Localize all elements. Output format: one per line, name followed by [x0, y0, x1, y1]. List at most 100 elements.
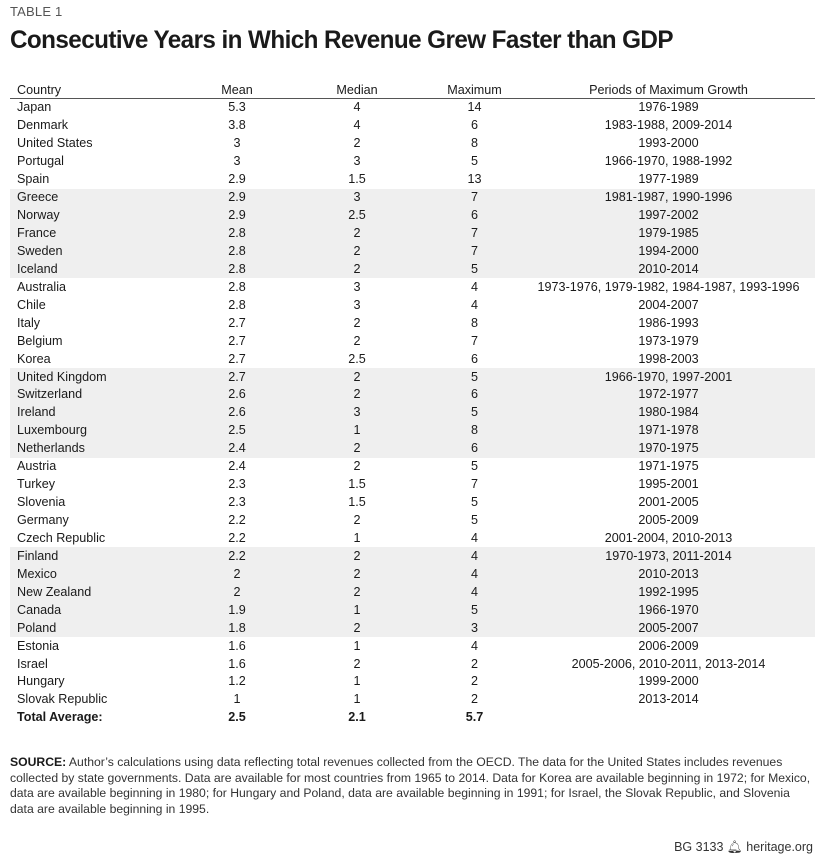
table-row: Korea 2.7 2.5 6 1998-2003 [10, 350, 815, 368]
cell-periods: 1972-1977 [522, 386, 815, 404]
cell-country: Netherlands [10, 439, 187, 458]
cell-mean: 2.9 [228, 172, 246, 187]
table-row: Japan 5.3 4 14 1976-1989 [10, 99, 815, 117]
cell-country: Denmark [17, 118, 69, 133]
cell-country: Czech Republic [17, 530, 106, 545]
cell-country: France [10, 224, 187, 243]
cell-median: 2 [353, 315, 361, 330]
column-header-maximum: Maximum [427, 81, 522, 99]
cell-country: Norway [10, 206, 187, 225]
cell-maximum: 5 [427, 368, 522, 386]
cell-median: 3 [287, 403, 427, 422]
cell-mean: 2.3 [228, 477, 246, 492]
liberty-bell-icon: 🔔︎ [726, 840, 743, 854]
cell-country: Switzerland [10, 386, 187, 404]
source-lead: SOURCE: [10, 755, 67, 769]
cell-maximum: 8 [470, 315, 478, 330]
table-row: Mexico 2 2 4 2010-2013 [10, 565, 815, 584]
table-row: Finland 2.2 2 4 1970-1973, 2011-2014 [10, 547, 815, 566]
cell-median: 4 [353, 118, 361, 133]
cell-median: 2 [287, 583, 427, 602]
cell-periods: 2005-2006, 2010-2011, 2013-2014 [571, 656, 766, 671]
cell-periods: 1970-1975 [522, 439, 815, 458]
cell-country: Portugal [17, 154, 64, 169]
cell-median: 4 [353, 100, 361, 115]
cell-periods: 1981-1987, 1990-1996 [522, 188, 815, 207]
cell-mean: 2.5 [187, 421, 287, 440]
cell-mean: 2.2 [187, 547, 287, 566]
cell-periods: 1998-2003 [638, 351, 699, 366]
cell-median: 3 [287, 188, 427, 207]
cell-country: Australia [17, 279, 66, 294]
cell-periods: 2001-2005 [638, 495, 699, 510]
cell-country: Greece [10, 188, 187, 207]
table-row: Netherlands 2.4 2 6 1970-1975 [10, 439, 815, 458]
cell-country: Iceland [10, 260, 187, 279]
cell-country: Turkey [17, 477, 56, 492]
cell-median: 2 [287, 619, 427, 638]
cell-maximum: 6 [427, 439, 522, 458]
cell-country: Hungary [17, 674, 65, 689]
site-link[interactable]: heritage.org [746, 840, 813, 854]
table-row: Iceland 2.8 2 5 2010-2014 [10, 260, 815, 279]
cell-maximum: 5 [427, 403, 522, 422]
cell-maximum: 14 [467, 100, 482, 115]
table-row: Hungary 1.2 1 2 1999-2000 [10, 673, 815, 691]
cell-median: 3 [353, 279, 361, 294]
table-row: Sweden 2.8 2 7 1994-2000 [10, 242, 815, 261]
source-note: SOURCE: Author’s calculations using data… [10, 755, 815, 817]
cell-mean: 2.9 [187, 188, 287, 207]
cell-mean: 2.8 [228, 279, 246, 294]
cell-maximum: 8 [427, 421, 522, 440]
cell-periods: 1994-2000 [522, 242, 815, 261]
cell-median: 2.5 [348, 351, 366, 366]
table-row: Poland 1.8 2 3 2005-2007 [10, 619, 815, 638]
table-row: Chile 2.8 3 4 2004-2007 [10, 296, 815, 314]
cell-periods: 1983-1988, 2009-2014 [604, 118, 733, 133]
table-row: Slovenia 2.3 1.5 5 2001-2005 [10, 494, 815, 512]
table-row: Italy 2.7 2 8 1986-1993 [10, 314, 815, 332]
cell-median: 1 [353, 530, 361, 545]
cell-maximum: 6 [427, 206, 522, 225]
cell-median: 2 [353, 333, 361, 348]
cell-maximum: 5 [427, 260, 522, 279]
cell-maximum: 2 [470, 692, 478, 707]
cell-periods: 1993-2000 [638, 136, 699, 151]
cell-mean: 1.9 [187, 601, 287, 620]
cell-periods: 1980-1984 [522, 403, 815, 422]
cell-mean: 2.6 [187, 403, 287, 422]
cell-country: United States [17, 136, 93, 151]
table-row: Czech Republic 2.2 1 4 2001-2004, 2010-2013 [10, 530, 815, 548]
cell-country: Austria [17, 459, 57, 474]
cell-mean: 2.8 [187, 224, 287, 243]
cell-periods: 2001-2004, 2010-2013 [604, 530, 733, 545]
cell-periods: 2010-2014 [522, 260, 815, 279]
cell-country: Finland [10, 547, 187, 566]
cell-periods: 1992-1995 [522, 583, 815, 602]
cell-maximum: 5 [427, 601, 522, 620]
cell-country: Luxembourg [10, 421, 187, 440]
cell-periods: 2004-2007 [638, 297, 699, 312]
cell-country: Chile [17, 297, 46, 312]
cell-country: Slovak Republic [17, 692, 108, 707]
cell-mean: 1.8 [187, 619, 287, 638]
table-row: Ireland 2.6 3 5 1980-1984 [10, 403, 815, 422]
cell-country: Germany [17, 513, 69, 528]
cell-maximum: 5 [470, 495, 478, 510]
cell-country: Mexico [10, 565, 187, 584]
cell-median: 1.5 [348, 172, 366, 187]
cell-median: 2 [287, 439, 427, 458]
cell-country: Total Average: [17, 710, 103, 725]
cell-maximum: 4 [427, 547, 522, 566]
data-table: Country Mean Median Maximum Periods of M… [10, 81, 815, 727]
cell-maximum: 5 [470, 513, 478, 528]
cell-mean: 2.8 [187, 242, 287, 261]
cell-median: 2 [353, 459, 361, 474]
cell-maximum: 4 [427, 565, 522, 584]
source-text: Author’s calculations using data reflect… [10, 755, 811, 816]
table-row: Portugal 3 3 5 1966-1970, 1988-1992 [10, 153, 815, 171]
cell-periods: 2005-2007 [522, 619, 815, 638]
cell-maximum: 4 [470, 279, 478, 294]
cell-maximum: 7 [427, 242, 522, 261]
cell-periods: 1999-2000 [638, 674, 699, 689]
